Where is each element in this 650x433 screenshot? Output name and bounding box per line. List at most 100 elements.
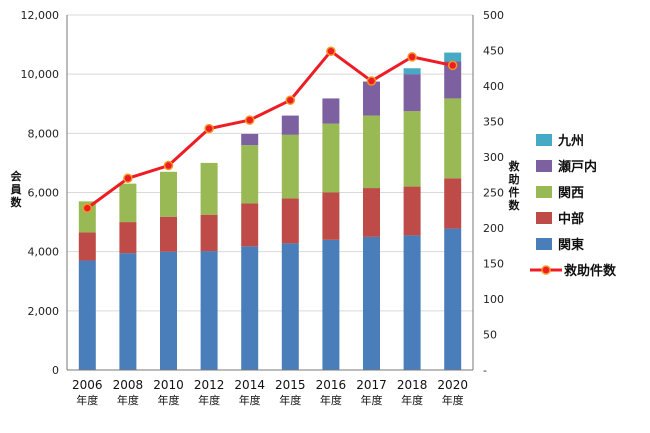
x-tick-sublabel: 年度 bbox=[117, 393, 139, 407]
x-tick-label: 2010 bbox=[153, 378, 184, 392]
y-right-tick-label: 450 bbox=[483, 45, 504, 58]
bar-segment bbox=[322, 239, 340, 370]
x-tick-label: 2008 bbox=[113, 378, 144, 392]
x-tick-sublabel: 年度 bbox=[76, 393, 98, 407]
x-tick-label: 2016 bbox=[316, 378, 347, 392]
bar-segment bbox=[444, 52, 462, 62]
x-tick-sublabel: 年度 bbox=[320, 393, 342, 407]
y-right-tick-label: 150 bbox=[483, 258, 504, 271]
x-axis-ticks: 2006年度2008年度2010年度2012年度2014年度2015年度2016… bbox=[72, 378, 468, 407]
bar-segment bbox=[403, 68, 421, 75]
bar-segment bbox=[403, 74, 421, 112]
bar-segment bbox=[444, 178, 462, 229]
legend-swatch bbox=[536, 134, 552, 146]
bars bbox=[78, 52, 462, 370]
x-tick-sublabel: 年度 bbox=[361, 393, 383, 407]
bar-segment bbox=[160, 171, 177, 217]
bar-segment bbox=[200, 214, 218, 252]
legend-label: 関西 bbox=[558, 186, 584, 201]
legend-label: 九州 bbox=[557, 134, 584, 149]
bar-segment bbox=[444, 98, 462, 179]
y-axis-title: 会員数 bbox=[10, 169, 23, 209]
x-tick-label: 2017 bbox=[356, 378, 387, 392]
x-tick-label: 2006 bbox=[72, 378, 103, 392]
x-tick-label: 2020 bbox=[437, 378, 468, 392]
y-right-tick-label: 200 bbox=[483, 222, 504, 235]
bar-segment bbox=[363, 236, 380, 370]
legend-line-marker bbox=[541, 265, 551, 275]
bar-segment bbox=[200, 251, 218, 370]
bar-segment bbox=[119, 222, 137, 254]
x-tick-sublabel: 年度 bbox=[239, 393, 261, 407]
y-tick-label: 2,000 bbox=[28, 305, 60, 318]
axes bbox=[66, 15, 474, 371]
bar-segment bbox=[403, 235, 421, 370]
bar-segment bbox=[363, 115, 380, 189]
x-tick-label: 2018 bbox=[397, 378, 428, 392]
line-point bbox=[82, 203, 93, 213]
x-tick-label: 2014 bbox=[234, 378, 265, 392]
bar-segment bbox=[119, 253, 137, 370]
y-axis-right-title-text: 救助件数 bbox=[509, 159, 521, 212]
bar-segment bbox=[403, 111, 421, 187]
bar-segment bbox=[281, 115, 299, 135]
y-axis-right-title: 救助件数 bbox=[509, 159, 521, 212]
line-series bbox=[82, 46, 458, 213]
y-tick-label: 4,000 bbox=[28, 246, 60, 259]
x-tick-label: 2015 bbox=[275, 378, 306, 392]
y-axis-title-text: 会員数 bbox=[10, 169, 23, 209]
line-point bbox=[407, 52, 417, 62]
y-axis-right-ticks: - 50 100 150 200 250 300 350 400 450 500 bbox=[483, 9, 504, 377]
x-tick-label: 2012 bbox=[194, 378, 225, 392]
y-right-tick-label: 400 bbox=[483, 80, 504, 93]
bar-segment bbox=[160, 216, 177, 252]
legend-swatch bbox=[536, 212, 552, 224]
bar-segment bbox=[241, 246, 259, 370]
x-tick-sublabel: 年度 bbox=[158, 393, 180, 407]
y-right-tick-label: 500 bbox=[483, 9, 504, 22]
bar-segment bbox=[444, 228, 462, 370]
y-right-tick-label: 100 bbox=[483, 293, 504, 306]
line-path bbox=[86, 49, 454, 210]
x-tick-sublabel: 年度 bbox=[279, 393, 301, 407]
bar-segment bbox=[322, 123, 340, 193]
line-point bbox=[244, 115, 255, 125]
y-tick-label: 8,000 bbox=[28, 127, 60, 140]
bar-segment bbox=[363, 81, 380, 116]
x-tick-sublabel: 年度 bbox=[198, 393, 220, 407]
y-right-tick-label: - bbox=[483, 364, 487, 377]
bar-segment bbox=[241, 203, 259, 247]
line-point bbox=[447, 60, 458, 71]
y-axis-ticks: 0 2,000 4,000 6,000 8,000 10,000 12,000 bbox=[21, 9, 60, 377]
bar-segment bbox=[281, 243, 299, 370]
bar-segment bbox=[78, 232, 96, 261]
legend-swatch bbox=[536, 160, 552, 172]
legend-swatch bbox=[536, 186, 552, 198]
bar-segment bbox=[160, 251, 177, 370]
line-point bbox=[326, 46, 336, 56]
bar-segment bbox=[281, 198, 299, 244]
y-tick-label: 6,000 bbox=[28, 187, 60, 200]
bar-segment bbox=[444, 61, 462, 99]
bar-segment bbox=[78, 260, 96, 370]
bar-segment bbox=[322, 192, 340, 240]
bar-segment bbox=[119, 183, 137, 223]
bar-segment bbox=[200, 162, 218, 215]
y-right-tick-label: 300 bbox=[483, 151, 504, 164]
legend-label: 関東 bbox=[558, 237, 584, 253]
x-tick-sublabel: 年度 bbox=[442, 393, 464, 407]
y-tick-label: 10,000 bbox=[21, 68, 60, 81]
line-point bbox=[123, 173, 133, 184]
y-right-tick-label: 250 bbox=[483, 187, 504, 200]
x-tick-sublabel: 年度 bbox=[401, 393, 423, 407]
bar-segment bbox=[241, 133, 259, 146]
line-point bbox=[366, 76, 377, 86]
bar-segment bbox=[281, 134, 299, 199]
legend-label: 瀬戸内 bbox=[558, 159, 597, 175]
line-point bbox=[285, 95, 296, 105]
line-point bbox=[204, 123, 214, 134]
bar-segment bbox=[241, 145, 259, 204]
y-right-tick-label: 50 bbox=[483, 329, 497, 342]
